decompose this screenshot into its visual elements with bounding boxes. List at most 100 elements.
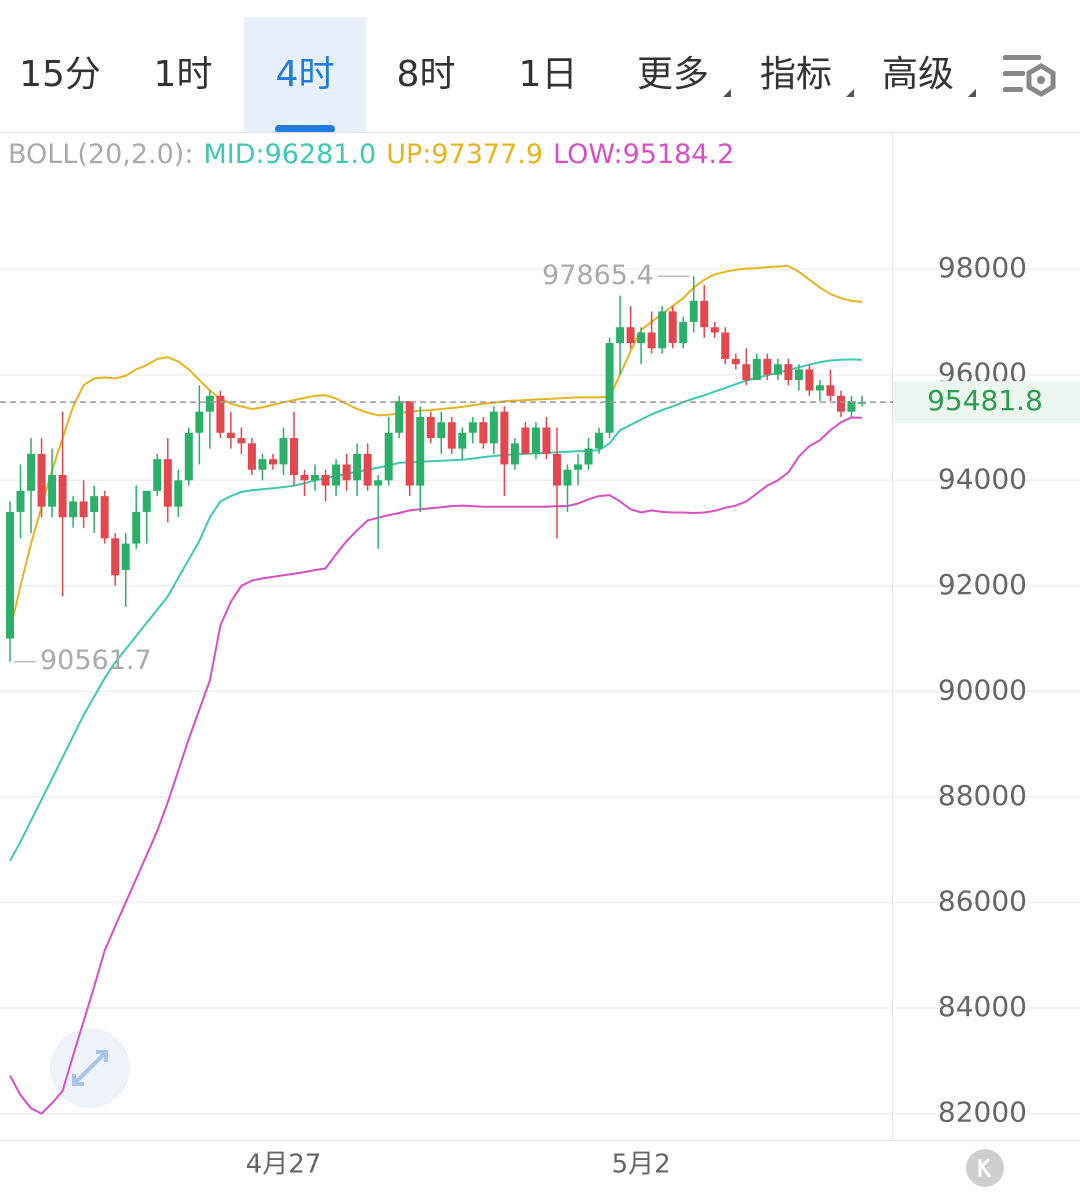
legend-entry: LOW:95184.2 (553, 139, 734, 170)
icon-bar (1003, 87, 1023, 92)
candle-body (458, 432, 467, 449)
candle-body (300, 475, 309, 481)
x-tick-label: 4月27 (246, 1150, 322, 1180)
candle-body (111, 538, 120, 576)
candle-body (237, 438, 246, 444)
candle-body (742, 364, 751, 380)
candle-body (79, 501, 88, 518)
candle-body (836, 395, 845, 412)
boll-line (9, 358, 863, 862)
candle-body (763, 358, 772, 375)
k-glyph (978, 1157, 992, 1178)
candle-body (563, 469, 572, 486)
expand-button[interactable] (50, 1028, 130, 1108)
candle-body (69, 501, 78, 518)
settings-icon[interactable] (1003, 55, 1056, 97)
candle-body (153, 459, 162, 491)
y-tick-label: 90000 (938, 673, 1027, 706)
low-label: 90561.7 (40, 645, 152, 676)
candle-body (6, 511, 14, 639)
candle-body (658, 311, 667, 349)
candle-body (416, 416, 425, 486)
tab[interactable]: 1时 (154, 54, 213, 95)
candle-body (16, 490, 25, 512)
candle-body (447, 422, 456, 449)
y-tick-label: 82000 (938, 1096, 1027, 1129)
candle-body (384, 432, 393, 481)
tab[interactable]: 高级 (882, 54, 954, 95)
y-tick-label: 88000 (938, 779, 1027, 812)
candle-body (195, 411, 204, 433)
candle-body (637, 332, 646, 344)
candle-body (426, 416, 435, 439)
expand-arrow (72, 1050, 108, 1086)
dropdown-caret (723, 89, 731, 97)
candle-body (847, 401, 856, 412)
candle-body (205, 395, 214, 412)
dropdown-caret (968, 89, 976, 97)
candle-body (468, 422, 477, 433)
candle-body (689, 300, 698, 322)
candle-body (773, 364, 782, 375)
high-label: 97865.4 (542, 260, 654, 291)
candle-body (132, 511, 141, 544)
candle-body (794, 369, 803, 380)
candle-body (311, 475, 320, 481)
candle-body (374, 480, 383, 486)
candle-body (584, 448, 593, 465)
candle-body (552, 453, 561, 486)
candle-body (405, 401, 414, 486)
candle-body (100, 496, 109, 539)
candle-body (626, 327, 635, 344)
tab[interactable]: 4时 (276, 54, 335, 95)
x-tick-label: 5月2 (612, 1150, 671, 1180)
active-tab-indicator (275, 125, 335, 133)
candle-body (595, 432, 604, 449)
candle-body (679, 321, 688, 344)
legend-entry: UP:97377.9 (386, 139, 543, 170)
tab[interactable]: 8时 (397, 54, 456, 95)
tab[interactable]: 1日 (519, 54, 578, 95)
candle-body (342, 464, 351, 481)
icon-gear (1026, 63, 1056, 97)
y-tick-label: 84000 (938, 990, 1027, 1023)
last-price-box (893, 381, 1080, 424)
candle-body (700, 300, 709, 328)
candle-body (258, 459, 267, 470)
candle-body (647, 332, 656, 349)
candle-body (605, 343, 614, 433)
candle-body (121, 543, 130, 570)
legend-entry: MID:96281.0 (203, 139, 376, 170)
candle-body (521, 427, 530, 454)
candle-body (353, 453, 362, 481)
k-button[interactable] (966, 1149, 1004, 1187)
y-tick-label: 98000 (938, 251, 1027, 284)
candle-body (500, 411, 509, 465)
tab[interactable]: 更多 (637, 54, 709, 95)
y-tick-label: 86000 (938, 885, 1027, 918)
candle-body (542, 427, 551, 454)
candle-body (226, 432, 235, 439)
candle-body (58, 475, 67, 518)
candle-body (510, 443, 519, 465)
candle-body (710, 327, 719, 333)
tab[interactable]: 15分 (19, 54, 101, 95)
candle-body (174, 480, 183, 507)
candle-body (574, 464, 582, 470)
candle-body (247, 443, 256, 470)
y-tick-label: 94000 (938, 462, 1027, 495)
candle-body (489, 411, 498, 444)
candle-body (858, 402, 866, 404)
tab[interactable]: 指标 (760, 54, 832, 95)
candle-body (826, 385, 835, 396)
candle-body (752, 358, 761, 380)
candle-body (90, 496, 99, 512)
last-price-label: 95481.8 (927, 384, 1043, 417)
indicator-legend: BOLL(20,2.0): MID:96281.0 UP:97377.9 LOW:95… (8, 139, 734, 170)
candle-body (268, 459, 277, 465)
boll-line (9, 416, 863, 1115)
candle-body (363, 453, 372, 486)
candle-body (616, 327, 625, 344)
y-tick-label: 92000 (938, 568, 1027, 601)
